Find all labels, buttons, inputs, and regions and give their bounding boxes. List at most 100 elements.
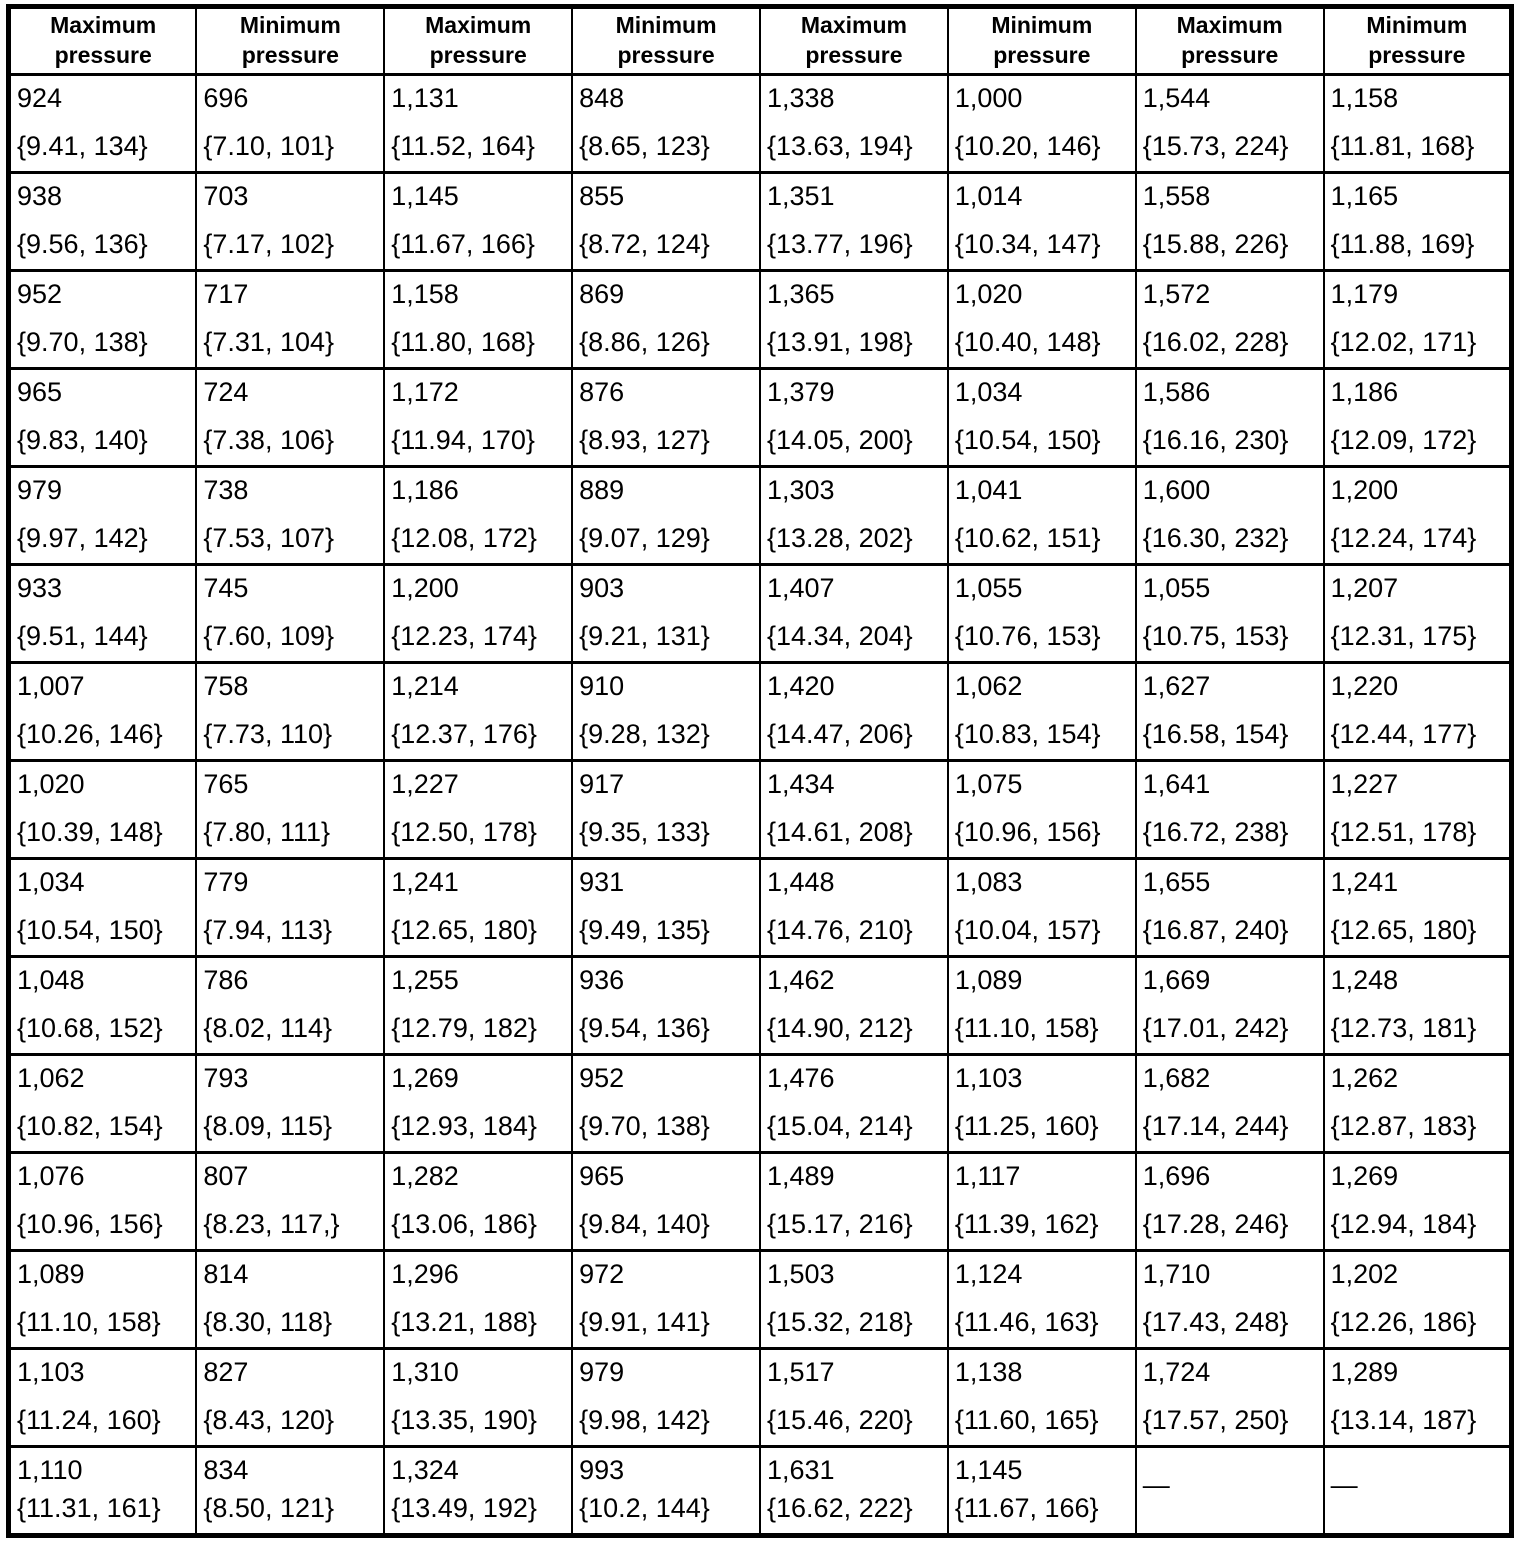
cell-value: 1,338: [767, 83, 835, 113]
table-cell: 1,517 {15.46, 220}: [759, 1347, 949, 1448]
table-cell: 965 {9.84, 140}: [571, 1151, 761, 1252]
table-cell: 1,158 {11.80, 168}: [383, 269, 574, 370]
table-cell: 910 {9.28, 132}: [571, 661, 761, 762]
table-cell: 1,669 {17.01, 242}: [1134, 955, 1325, 1056]
table-cell: 1,034 {10.54, 150}: [7, 857, 198, 958]
cell-value: 979: [17, 475, 63, 505]
cell-range: {13.49, 192}: [391, 1493, 537, 1523]
cell-value: 1,303: [767, 475, 835, 505]
table-cell: 1,600 {16.30, 232}: [1134, 465, 1325, 566]
cell-range: {16.87, 240}: [1142, 915, 1289, 945]
cell-value: 1,448: [767, 867, 835, 897]
cell-range: {8.09, 115}: [203, 1111, 333, 1141]
cell-value: 793: [203, 1063, 249, 1093]
cell-range: {9.07, 129}: [579, 523, 710, 553]
table-cell: 758 {7.73, 110}: [195, 661, 386, 762]
table-cell: 1,262 {12.87, 183}: [1322, 1053, 1513, 1154]
cell-value: 910: [579, 671, 625, 701]
cell-value: 1,007: [17, 671, 85, 701]
cell-range: {12.02, 171}: [1330, 327, 1477, 357]
cell-range: {12.87, 183}: [1330, 1111, 1477, 1141]
cell-range: {11.25, 160}: [954, 1111, 1099, 1141]
cell-value: 1,062: [954, 671, 1023, 701]
cell-range: {17.57, 250}: [1142, 1405, 1289, 1435]
cell-range: {11.24, 160}: [17, 1405, 161, 1435]
cell-value: 1,379: [767, 377, 835, 407]
cell-value: 1,631: [767, 1455, 835, 1485]
cell-value: 1,310: [391, 1357, 459, 1387]
cell-value: 848: [579, 83, 625, 113]
cell-range: {9.83, 140}: [17, 425, 148, 455]
cell-range: {8.86, 126}: [579, 327, 710, 357]
cell-value: 924: [17, 83, 63, 113]
cell-range: {14.90, 212}: [767, 1013, 913, 1043]
table-cell: 738 {7.53, 107}: [195, 465, 386, 566]
cell-value: 1,407: [767, 573, 835, 603]
table-cell: 1,407 {14.34, 204}: [759, 563, 949, 664]
cell-range: {14.61, 208}: [767, 817, 913, 847]
cell-range: {8.30, 118}: [203, 1307, 333, 1337]
cell-range: {9.91, 141}: [579, 1307, 710, 1337]
table-cell: 1,076 {10.96, 156}: [7, 1151, 198, 1252]
cell-range: {9.54, 136}: [579, 1013, 710, 1043]
cell-value: 1,117: [954, 1161, 1021, 1191]
table-cell: 1,089 {11.10, 158}: [946, 955, 1137, 1056]
cell-value: 952: [17, 279, 63, 309]
cell-range: {17.28, 246}: [1142, 1209, 1289, 1239]
column-header: Maximum pressure: [7, 5, 198, 76]
table-cell: 1,124 {11.46, 163}: [946, 1249, 1137, 1350]
table-row: 1,007 {10.26, 146} 758 {7.73, 110} 1,214 {12.…: [7, 661, 1513, 762]
cell-range: {10.76, 153}: [954, 621, 1101, 651]
cell-range: {11.10, 158}: [954, 1013, 1099, 1043]
table-cell: 979 {9.98, 142}: [571, 1347, 761, 1448]
cell-value: 1,103: [954, 1063, 1023, 1093]
table-cell: 1,103 {11.24, 160}: [7, 1347, 198, 1448]
cell-value: 1,055: [954, 573, 1023, 603]
table-cell: 1,476 {15.04, 214}: [759, 1053, 949, 1154]
cell-range: {12.94, 184}: [1330, 1209, 1477, 1239]
cell-range: {9.98, 142}: [579, 1405, 710, 1435]
table-cell: 1,448 {14.76, 210}: [759, 857, 949, 958]
table-cell: 1,710 {17.43, 248}: [1134, 1249, 1325, 1350]
cell-range: {12.44, 177}: [1330, 719, 1477, 749]
cell-value: 1,089: [17, 1259, 85, 1289]
cell-range: {13.63, 194}: [767, 131, 913, 161]
cell-range: {14.05, 200}: [767, 425, 913, 455]
cell-value: 1,227: [1330, 769, 1399, 799]
table-cell: 1,289 {13.14, 187}: [1322, 1347, 1513, 1448]
cell-value: 965: [17, 377, 63, 407]
cell-range: {10.40, 148}: [954, 327, 1101, 357]
cell-range: {9.84, 140}: [579, 1209, 710, 1239]
table-cell: 1,338 {13.63, 194}: [759, 73, 949, 174]
cell-range: {11.81, 168}: [1330, 131, 1475, 161]
cell-value: 1,172: [391, 377, 459, 407]
column-header: Minimum pressure: [195, 5, 386, 76]
cell-range: {13.91, 198}: [767, 327, 913, 357]
cell-range: {10.04, 157}: [954, 915, 1101, 945]
cell-value: 1,365: [767, 279, 835, 309]
cell-range: {7.31, 104}: [203, 327, 335, 357]
cell-value: 1,248: [1330, 965, 1399, 995]
table-cell: 1,020 {10.40, 148}: [946, 269, 1137, 370]
cell-range: {7.38, 106}: [203, 425, 335, 455]
cell-value: 1,220: [1330, 671, 1399, 701]
cell-range: {8.02, 114}: [203, 1013, 333, 1043]
cell-value: 1,048: [17, 965, 85, 995]
cell-value: 1,075: [954, 769, 1023, 799]
cell-range: {11.94, 170}: [391, 425, 535, 455]
table-body: 924 {9.41, 134} 696 {7.10, 101} 1,131 {11.52,…: [7, 73, 1513, 1537]
cell-value: 1,255: [391, 965, 459, 995]
cell-range: {9.49, 135}: [579, 915, 710, 945]
table-cell: 1,269 {12.94, 184}: [1322, 1151, 1513, 1252]
cell-value: 1,131: [391, 83, 459, 113]
table-cell: 1,075 {10.96, 156}: [946, 759, 1137, 860]
cell-range: {15.73, 224}: [1142, 131, 1289, 161]
table-row: 1,062 {10.82, 154} 793 {8.09, 115} 1,269 {12.…: [7, 1053, 1513, 1154]
cell-value: 1,186: [1330, 377, 1399, 407]
table-cell: 1,083 {10.04, 157}: [946, 857, 1137, 958]
cell-range: {9.28, 132}: [579, 719, 710, 749]
table-cell: 1,117 {11.39, 162}: [946, 1151, 1137, 1252]
table-cell: 1,131 {11.52, 164}: [383, 73, 574, 174]
pressure-table: Maximum pressure Minimum pressure Maximum …: [6, 4, 1514, 1538]
table-cell: 938 {9.56, 136}: [7, 171, 198, 272]
